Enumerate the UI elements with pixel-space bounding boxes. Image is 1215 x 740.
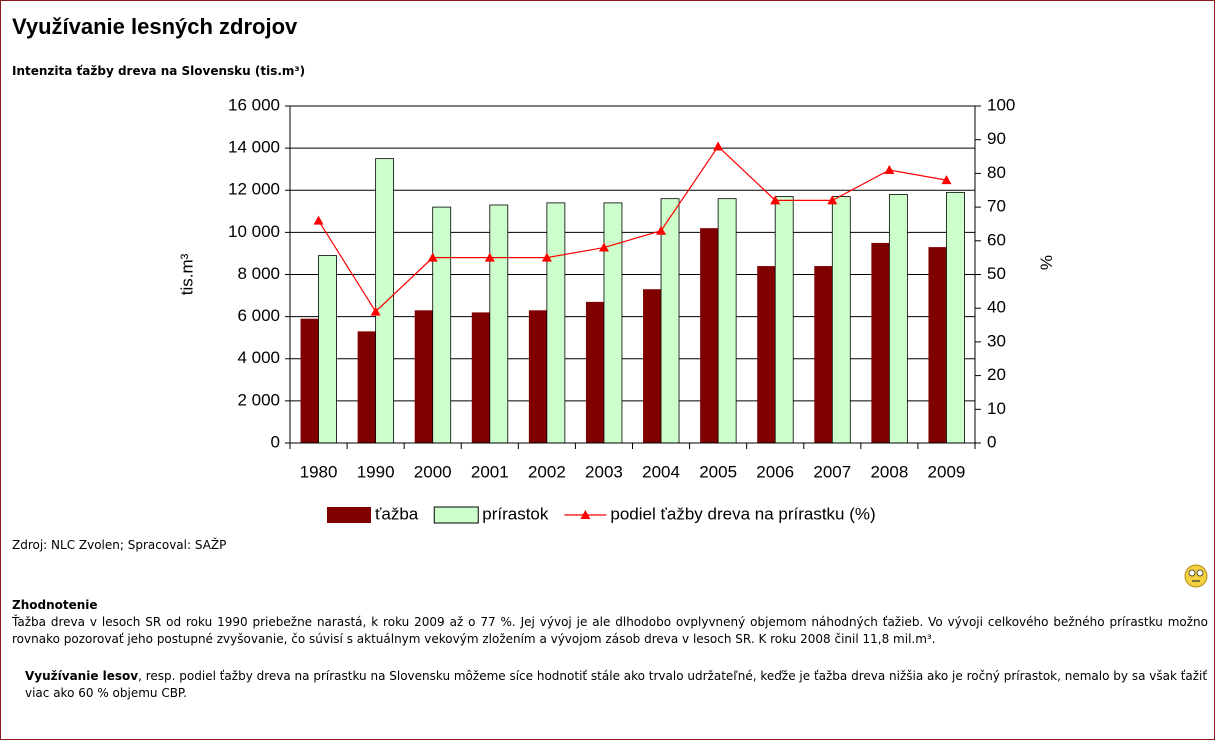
y-tick-label: 12 000: [228, 180, 280, 199]
marker: [941, 175, 952, 185]
y2-tick-label: 50: [987, 264, 1006, 283]
y-tick-label: 8 000: [237, 264, 280, 283]
bar: [300, 318, 319, 443]
bar: [831, 196, 851, 444]
y-tick-label: 0: [271, 432, 280, 451]
bar: [489, 204, 509, 444]
bar: [546, 202, 566, 444]
marker: [370, 306, 381, 316]
x-tick-label: 2001: [471, 462, 509, 481]
x-tick-label: 2007: [813, 462, 851, 481]
y-tick-label: 14 000: [228, 138, 280, 157]
bold-text: Využívanie lesov: [25, 669, 139, 683]
bar: [318, 255, 337, 444]
x-tick-label: 1980: [300, 462, 338, 481]
source: Zdroj: NLC Zvolen; Spracoval: SAŽP: [12, 538, 227, 552]
y2-tick-label: 30: [987, 331, 1006, 350]
bar: [432, 206, 452, 444]
line: [318, 145, 947, 313]
marker: [827, 195, 838, 205]
legend-label: podiel ťažby dreva na prírastku (%): [610, 504, 875, 523]
section-heading: Zhodnotenie: [12, 598, 98, 612]
paragraph: Využívanie lesov, resp. podiel ťažby dre…: [25, 668, 1208, 702]
bar: [928, 247, 947, 443]
chart-title: Intenzita ťažby dreva na Slovensku (tis.…: [12, 64, 306, 78]
legend-marker: [580, 510, 591, 519]
smiley-icon[interactable]: [1183, 563, 1209, 589]
marker: [541, 252, 552, 262]
bar: [774, 196, 794, 444]
legend-swatch: [327, 507, 371, 523]
x-tick-label: 1990: [357, 462, 395, 481]
y2-axis-label: %: [1037, 255, 1056, 270]
x-tick-label: 2004: [642, 462, 680, 481]
marker: [313, 215, 324, 225]
y2-tick-label: 40: [987, 298, 1006, 317]
legend-swatch: [433, 506, 479, 524]
y-axis-label: tis.m³: [177, 253, 196, 295]
bar: [814, 266, 833, 443]
x-tick-label: 2005: [699, 462, 737, 481]
bar: [585, 301, 604, 443]
legend-label: ťažba: [375, 504, 419, 523]
x-tick-label: 2006: [756, 462, 794, 481]
bar: [888, 194, 908, 444]
marker: [598, 242, 609, 252]
x-tick-label: 2008: [870, 462, 908, 481]
y2-tick-label: 80: [987, 163, 1006, 182]
x-tick-label: 2009: [928, 462, 966, 481]
y2-tick-label: 10: [987, 399, 1006, 418]
bar: [871, 242, 890, 443]
bar: [471, 312, 490, 443]
y-tick-label: 4 000: [237, 348, 280, 367]
y2-tick-label: 90: [987, 129, 1006, 148]
chart: 0 2 000 4 000 6 000 8 000 10 000 12 000 14 000 1…: [177, 95, 1056, 524]
x-tick-label: 2000: [414, 462, 452, 481]
bar: [375, 158, 395, 444]
y2-tick-label: 0: [987, 432, 996, 451]
marker: [656, 225, 667, 235]
bar: [603, 202, 623, 444]
y-tick-label: 16 000: [228, 95, 280, 114]
marker: [770, 195, 781, 205]
legend-label: prírastok: [482, 504, 549, 523]
y-tick-label: 6 000: [237, 306, 280, 325]
y-tick-label: 2 000: [237, 390, 280, 409]
marker: [713, 141, 724, 151]
page-title: Využívanie lesných zdrojov: [12, 14, 298, 39]
bar: [528, 310, 547, 443]
y2-tick-label: 20: [987, 365, 1006, 384]
bar: [946, 191, 965, 444]
bar: [414, 310, 433, 443]
marker: [427, 252, 438, 262]
x-tick-label: 2002: [528, 462, 566, 481]
text: , resp. podiel ťažby dreva na prírastku …: [25, 669, 1208, 700]
bar: [660, 198, 680, 444]
marker: [884, 165, 895, 175]
bar: [717, 198, 737, 444]
bar: [700, 228, 719, 443]
bar: [643, 289, 662, 443]
y2-tick-label: 60: [987, 230, 1006, 249]
y-tick-label: 10 000: [228, 222, 280, 241]
bar: [357, 331, 376, 443]
y2-tick-label: 100: [987, 95, 1015, 114]
marker: [484, 252, 495, 262]
x-tick-label: 2003: [585, 462, 623, 481]
paragraph: Ťažba dreva v lesoch SR od roku 1990 pri…: [12, 615, 1208, 646]
y2-tick-label: 70: [987, 197, 1006, 216]
bar: [757, 266, 776, 443]
